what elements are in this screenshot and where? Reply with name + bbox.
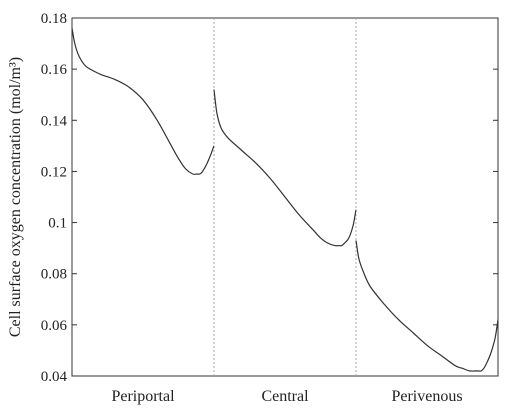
series-line-central	[213, 89, 357, 247]
series-line-periportal	[71, 28, 215, 175]
y-tick-label: 0.18	[41, 11, 67, 27]
y-axis-ticks: 0.04 0.06 0.08 0.1 0.12 0.14 0.16 0.18	[41, 11, 498, 385]
plot-frame	[71, 17, 499, 377]
y-tick-label: 0.04	[41, 369, 68, 385]
x-category-label: Periportal	[111, 388, 175, 405]
y-axis-title: Cell surface oxygen concentration (mol/m…	[7, 57, 24, 337]
x-axis-category-labels: Periportal Central Perivenous	[111, 388, 462, 405]
series-line-perivenous	[355, 240, 499, 372]
x-category-label: Perivenous	[391, 388, 462, 405]
x-category-label: Central	[261, 388, 309, 405]
data-series	[71, 28, 499, 372]
y-tick-label: 0.1	[48, 216, 67, 232]
y-tick-label: 0.14	[41, 113, 68, 129]
y-tick-label: 0.08	[41, 267, 67, 283]
y-tick-label: 0.16	[41, 62, 68, 78]
y-tick-label: 0.06	[41, 318, 68, 334]
y-tick-label: 0.12	[41, 164, 67, 180]
